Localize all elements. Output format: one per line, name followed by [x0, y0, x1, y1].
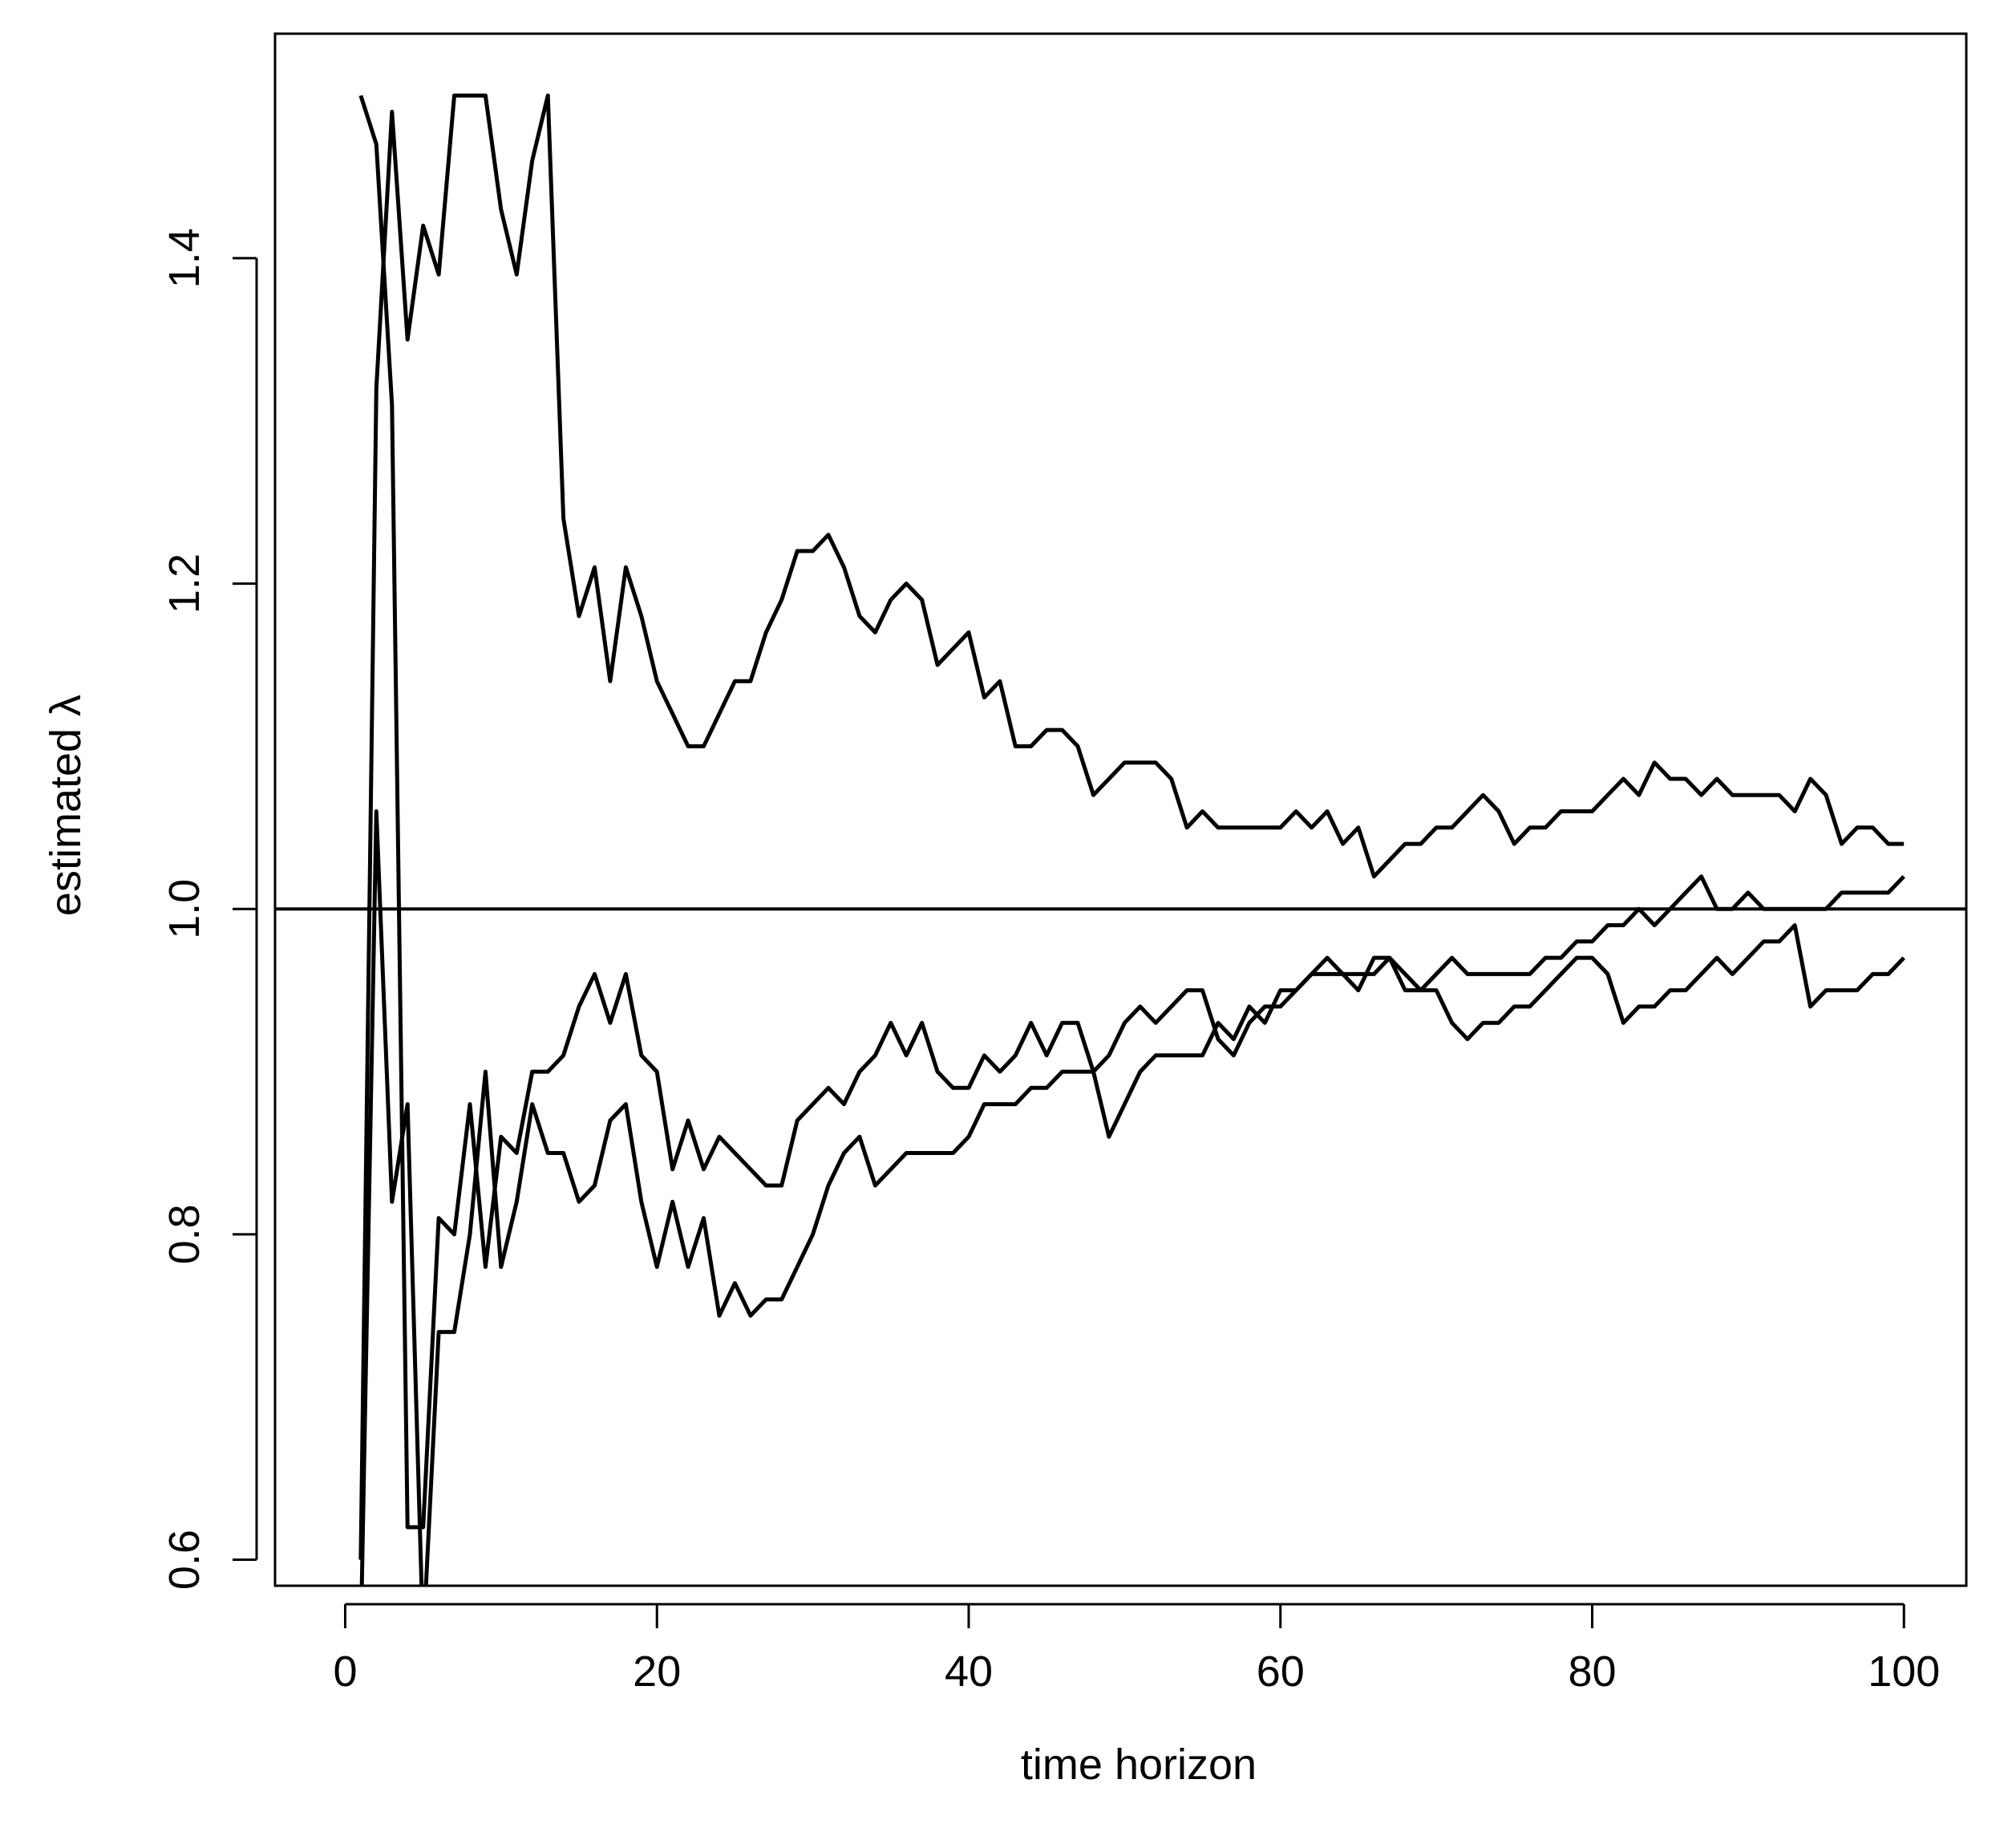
x-axis-title: time horizon [1021, 1741, 1257, 1789]
series-line-1 [358, 95, 1906, 1530]
series-layer [358, 93, 1906, 1586]
x-tick-label: 60 [1257, 1648, 1305, 1696]
plot-frame [273, 32, 1968, 1587]
y-tick-label: 1.0 [160, 879, 208, 939]
series-line-2 [358, 93, 1905, 1560]
x-tick-label: 80 [1568, 1648, 1616, 1696]
y-axis: 0.6 0.8 1.0 1.2 1.4 [160, 228, 258, 1590]
x-tick-label: 100 [1868, 1648, 1940, 1696]
x-tick-label: 20 [633, 1648, 681, 1696]
x-axis: 0 20 40 60 80 100 [333, 1603, 1940, 1696]
y-tick-label: 1.2 [160, 553, 208, 614]
y-tick-label: 0.8 [160, 1204, 208, 1264]
y-tick-label: 1.4 [160, 228, 208, 288]
x-tick-label: 0 [333, 1648, 357, 1696]
y-tick-label: 0.6 [160, 1530, 208, 1590]
y-axis-title: estimated λ [42, 695, 90, 916]
x-tick-label: 40 [945, 1648, 993, 1696]
series-line-3 [359, 809, 1906, 1586]
